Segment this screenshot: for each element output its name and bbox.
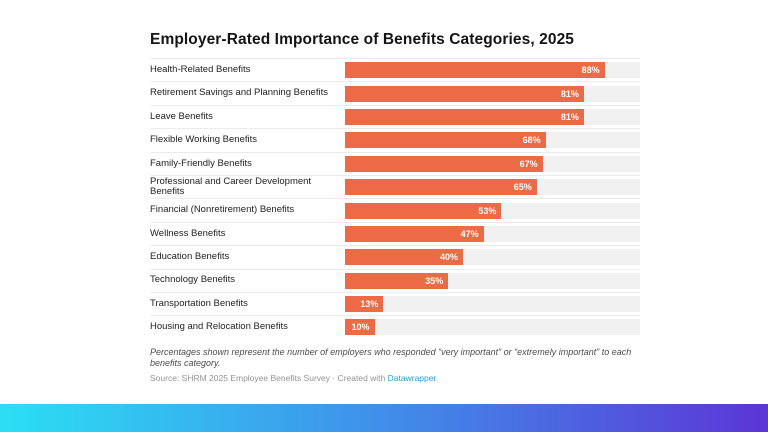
bar: 47% xyxy=(345,225,484,242)
chart-row: Transportation Benefits 13% xyxy=(150,291,640,315)
category-label: Flexible Working Benefits xyxy=(150,134,258,146)
chart-row: Financial (Nonretirement) Benefits 53% xyxy=(150,198,640,221)
value-label: 67% xyxy=(519,158,538,169)
chart-row: Health-Related Benefits 88% xyxy=(150,58,640,81)
value-label: 13% xyxy=(360,299,379,310)
value-label: 81% xyxy=(560,111,579,122)
source-line: Source: SHRM 2025 Employee Benefits Surv… xyxy=(150,373,642,383)
bar: 81% xyxy=(345,108,584,125)
bar: 53% xyxy=(345,202,502,219)
chart-row: Technology Benefits 35% xyxy=(150,268,640,292)
value-label: 47% xyxy=(460,228,479,239)
chart-container: Employer-Rated Importance of Benefits Ca… xyxy=(150,31,642,383)
bar-track: 10% xyxy=(345,319,640,336)
bar: 65% xyxy=(345,179,537,196)
chart-row: Wellness Benefits 47% xyxy=(150,221,640,245)
bar-track: 40% xyxy=(345,249,640,266)
bar-track: 47% xyxy=(345,225,640,242)
bar-track: 67% xyxy=(345,155,640,172)
bar-track: 13% xyxy=(345,296,640,313)
category-label: Family-Friendly Benefits xyxy=(150,157,252,169)
category-label: Leave Benefits xyxy=(150,110,213,122)
bar: 81% xyxy=(345,85,584,102)
bar-track: 88% xyxy=(345,62,640,79)
chart-row: Family-Friendly Benefits 67% xyxy=(150,151,640,175)
value-label: 88% xyxy=(581,65,600,76)
bar: 10% xyxy=(345,319,375,336)
value-label: 53% xyxy=(478,205,497,216)
category-label: Education Benefits xyxy=(150,251,230,263)
value-label: 68% xyxy=(522,135,541,146)
bar: 35% xyxy=(345,272,449,289)
category-label: Technology Benefits xyxy=(150,274,236,286)
bar: 40% xyxy=(345,249,463,266)
chart-title: Employer-Rated Importance of Benefits Ca… xyxy=(150,31,575,48)
bar: 13% xyxy=(345,296,384,313)
category-label: Health-Related Benefits xyxy=(150,63,251,75)
category-label: Housing and Relocation Benefits xyxy=(150,321,288,333)
category-label: Wellness Benefits xyxy=(150,227,226,239)
bar: 68% xyxy=(345,132,546,149)
bar-track: 53% xyxy=(345,202,640,219)
chart-rows: Health-Related Benefits 88% Retirement Sav… xyxy=(150,58,640,339)
chart-note: Percentages shown represent the number o… xyxy=(150,346,632,368)
value-label: 40% xyxy=(439,252,458,263)
source-text: Source: SHRM 2025 Employee Benefits Surv… xyxy=(150,373,388,384)
chart-row: Flexible Working Benefits 68% xyxy=(150,128,640,151)
value-label: 10% xyxy=(351,322,370,333)
bar: 88% xyxy=(345,62,605,79)
bar-track: 68% xyxy=(345,132,640,149)
datawrapper-link[interactable]: Datawrapper xyxy=(387,373,437,384)
category-label: Transportation Benefits xyxy=(150,297,248,309)
category-label: Professional and Career Development Bene… xyxy=(150,175,312,198)
bar-track: 65% xyxy=(345,179,640,196)
chart-row: Retirement Savings and Planning Benefits… xyxy=(150,81,640,104)
footer-gradient-bar xyxy=(0,404,768,432)
value-label: 35% xyxy=(425,275,444,286)
category-label: Retirement Savings and Planning Benefits xyxy=(150,87,328,99)
chart-row: Professional and Career Development Bene… xyxy=(150,174,640,198)
bar-track: 81% xyxy=(345,85,640,102)
chart-row: Education Benefits 40% xyxy=(150,245,640,268)
bar-track: 35% xyxy=(345,272,640,289)
value-label: 81% xyxy=(560,88,579,99)
chart-row: Leave Benefits 81% xyxy=(150,104,640,128)
category-label: Financial (Nonretirement) Benefits xyxy=(150,204,295,216)
value-label: 65% xyxy=(513,182,532,193)
bar-track: 81% xyxy=(345,108,640,125)
chart-row: Housing and Relocation Benefits 10% xyxy=(150,315,640,338)
bar: 67% xyxy=(345,155,543,172)
